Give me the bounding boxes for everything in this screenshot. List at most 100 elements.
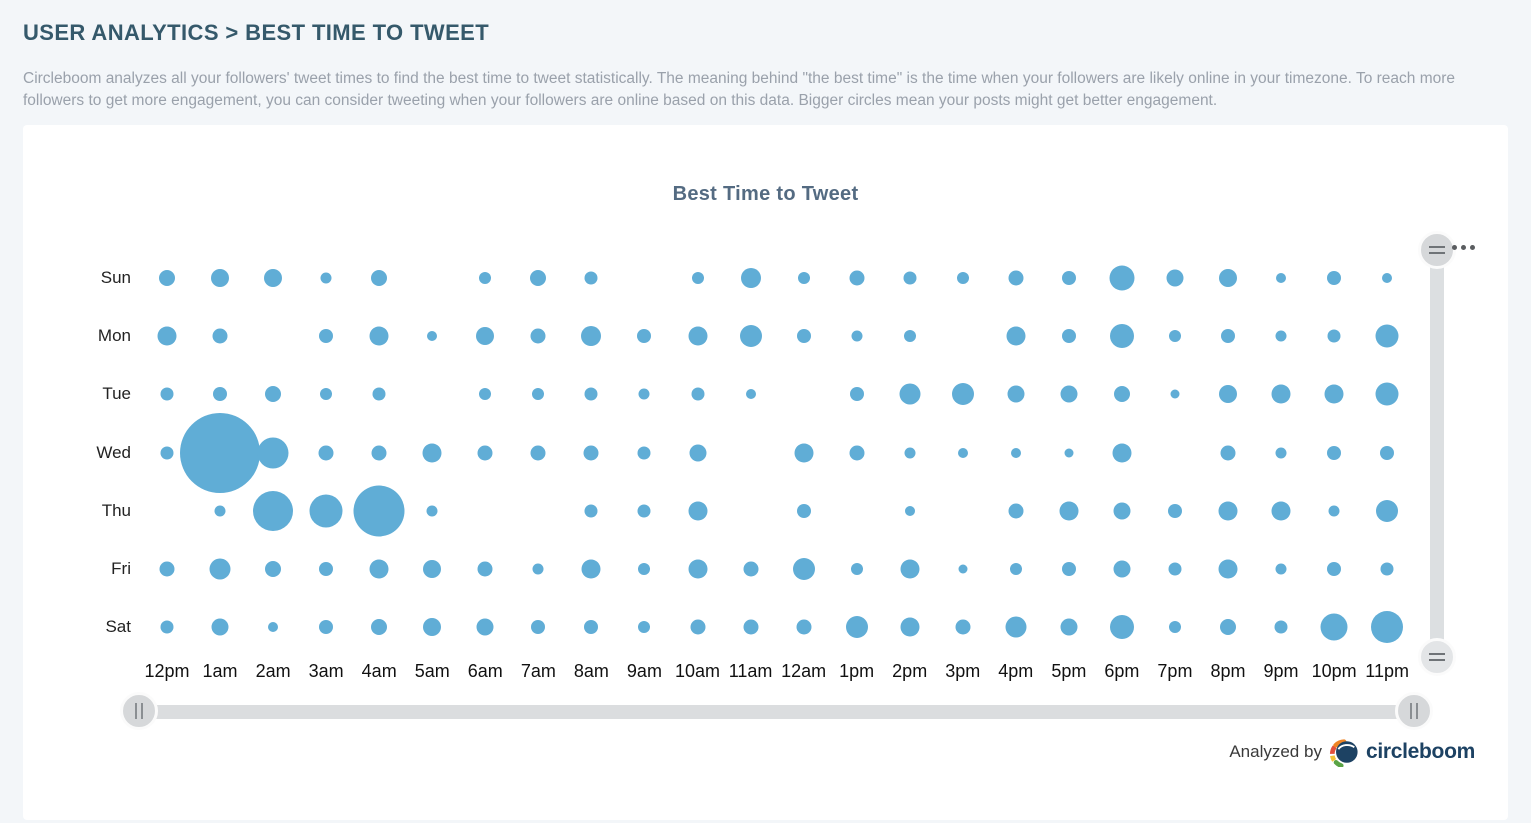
bubble-tue-3pm[interactable]	[951, 383, 974, 406]
bubble-sun-10pm[interactable]	[1327, 271, 1342, 285]
bubble-sat-5am[interactable]	[423, 618, 442, 637]
bubble-mon-6am[interactable]	[476, 327, 495, 346]
bubble-wed-5pm[interactable]	[1064, 448, 1074, 457]
bubble-sun-8pm[interactable]	[1219, 269, 1237, 287]
bubble-fri-10am[interactable]	[688, 559, 707, 579]
bubble-sat-12am[interactable]	[796, 619, 812, 635]
bubble-wed-1pm[interactable]	[849, 445, 865, 460]
bubble-mon-12am[interactable]	[796, 329, 811, 344]
bubble-sat-5pm[interactable]	[1060, 618, 1078, 636]
ellipsis-menu-icon[interactable]	[1452, 245, 1475, 250]
bubble-wed-6pm[interactable]	[1112, 443, 1132, 462]
bubble-sat-7pm[interactable]	[1168, 621, 1181, 634]
bubble-wed-10am[interactable]	[689, 444, 706, 461]
bubble-tue-7am[interactable]	[532, 388, 545, 401]
bubble-sat-11am[interactable]	[743, 619, 759, 635]
bubble-wed-2pm[interactable]	[904, 447, 916, 458]
bubble-wed-9pm[interactable]	[1275, 447, 1287, 458]
bubble-sat-3am[interactable]	[319, 620, 334, 635]
bubble-tue-1pm[interactable]	[849, 387, 864, 402]
bubble-fri-5pm[interactable]	[1061, 561, 1076, 576]
bubble-sat-6pm[interactable]	[1109, 615, 1134, 640]
bubble-sun-3pm[interactable]	[956, 272, 969, 284]
bubble-tue-12pm[interactable]	[160, 387, 174, 401]
bubble-tue-9am[interactable]	[638, 388, 650, 400]
bubble-mon-1pm[interactable]	[851, 330, 863, 342]
bubble-wed-8am[interactable]	[583, 445, 599, 460]
bubble-thu-9pm[interactable]	[1271, 501, 1291, 521]
bubble-thu-10am[interactable]	[688, 501, 707, 521]
bubble-sun-12am[interactable]	[797, 272, 810, 284]
bubble-fri-7pm[interactable]	[1168, 562, 1182, 576]
bubble-sun-1pm[interactable]	[849, 270, 865, 286]
bubble-tue-8pm[interactable]	[1219, 385, 1237, 404]
bubble-sun-7am[interactable]	[530, 270, 547, 286]
bubble-sun-4am[interactable]	[371, 270, 388, 286]
vertical-scrollbar-bottom-handle[interactable]	[1418, 638, 1456, 676]
bubble-sat-1pm[interactable]	[845, 616, 868, 639]
bubble-mon-4am[interactable]	[369, 326, 389, 346]
bubble-mon-2pm[interactable]	[903, 330, 916, 343]
bubble-fri-11pm[interactable]	[1380, 562, 1394, 576]
bubble-mon-10pm[interactable]	[1327, 329, 1341, 343]
vertical-scrollbar-top-handle[interactable]	[1418, 231, 1456, 269]
bubble-sat-3pm[interactable]	[955, 619, 971, 635]
bubble-tue-11pm[interactable]	[1375, 382, 1399, 406]
bubble-wed-6am[interactable]	[477, 445, 493, 460]
bubble-mon-10am[interactable]	[688, 326, 707, 346]
bubble-mon-9am[interactable]	[637, 329, 652, 344]
bubble-wed-12pm[interactable]	[160, 446, 174, 459]
bubble-sat-11pm[interactable]	[1371, 611, 1404, 644]
bubble-tue-9pm[interactable]	[1271, 384, 1291, 404]
bubble-tue-3am[interactable]	[320, 388, 333, 401]
bubble-thu-9am[interactable]	[637, 504, 651, 518]
horizontal-slider-track[interactable]	[140, 705, 1425, 719]
bubble-fri-12am[interactable]	[792, 557, 815, 580]
bubble-sat-10am[interactable]	[690, 619, 705, 635]
bubble-sun-11pm[interactable]	[1382, 273, 1393, 283]
bubble-thu-11pm[interactable]	[1376, 499, 1399, 522]
bubble-fri-7am[interactable]	[532, 563, 544, 575]
bubble-sun-6am[interactable]	[479, 272, 492, 284]
bubble-fri-12pm[interactable]	[159, 561, 175, 577]
bubble-thu-8pm[interactable]	[1218, 501, 1238, 521]
bubble-mon-6pm[interactable]	[1109, 324, 1134, 349]
bubble-thu-4pm[interactable]	[1008, 503, 1024, 519]
vertical-scrollbar-track[interactable]	[1430, 250, 1444, 657]
bubble-wed-10pm[interactable]	[1327, 445, 1342, 460]
bubble-mon-11am[interactable]	[739, 325, 762, 348]
bubble-thu-3am[interactable]	[309, 494, 343, 528]
bubble-sun-10am[interactable]	[691, 272, 704, 284]
bubble-sat-9pm[interactable]	[1274, 620, 1288, 634]
bubble-thu-2pm[interactable]	[904, 505, 915, 516]
bubble-thu-5pm[interactable]	[1059, 501, 1079, 521]
bubble-thu-10pm[interactable]	[1328, 505, 1340, 517]
bubble-sun-9pm[interactable]	[1276, 273, 1287, 283]
bubble-wed-7am[interactable]	[530, 445, 546, 460]
bubble-tue-10am[interactable]	[691, 387, 704, 401]
bubble-wed-2am[interactable]	[257, 437, 289, 468]
bubble-sat-7am[interactable]	[531, 620, 546, 635]
bubble-tue-1am[interactable]	[213, 387, 228, 402]
bubble-sun-6pm[interactable]	[1109, 265, 1135, 291]
bubble-sun-3am[interactable]	[320, 272, 332, 284]
bubble-tue-2pm[interactable]	[899, 383, 921, 405]
bubble-mon-5am[interactable]	[427, 331, 438, 342]
bubble-sat-2am[interactable]	[268, 622, 279, 633]
bubble-sat-2pm[interactable]	[900, 617, 920, 637]
bubble-sun-1am[interactable]	[211, 269, 230, 287]
bubble-mon-12pm[interactable]	[157, 326, 177, 346]
bubble-fri-9am[interactable]	[638, 562, 651, 575]
bubble-mon-9pm[interactable]	[1275, 330, 1287, 342]
bubble-sun-7pm[interactable]	[1166, 269, 1184, 287]
bubble-wed-3am[interactable]	[318, 445, 334, 460]
bubble-fri-2am[interactable]	[265, 560, 282, 577]
bubble-mon-5pm[interactable]	[1061, 329, 1076, 344]
bubble-mon-8am[interactable]	[581, 326, 602, 347]
bubble-fri-9pm[interactable]	[1275, 563, 1287, 575]
bubble-sat-4pm[interactable]	[1005, 616, 1027, 638]
bubble-fri-8am[interactable]	[581, 559, 601, 579]
bubble-mon-3am[interactable]	[319, 329, 334, 344]
bubble-wed-4am[interactable]	[371, 445, 387, 460]
bubble-fri-3pm[interactable]	[958, 564, 968, 574]
